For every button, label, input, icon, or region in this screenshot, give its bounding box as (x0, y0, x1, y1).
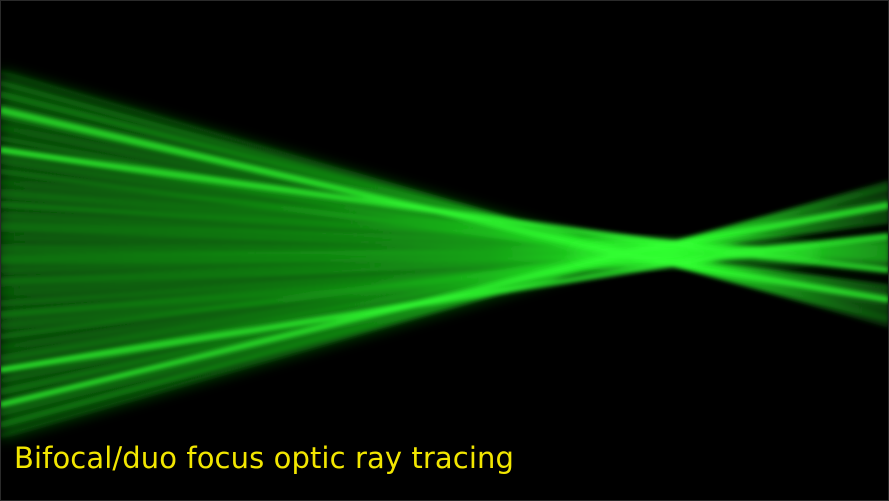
focal-region (570, 241, 820, 265)
image-caption: Bifocal/duo focus optic ray tracing (14, 441, 514, 475)
